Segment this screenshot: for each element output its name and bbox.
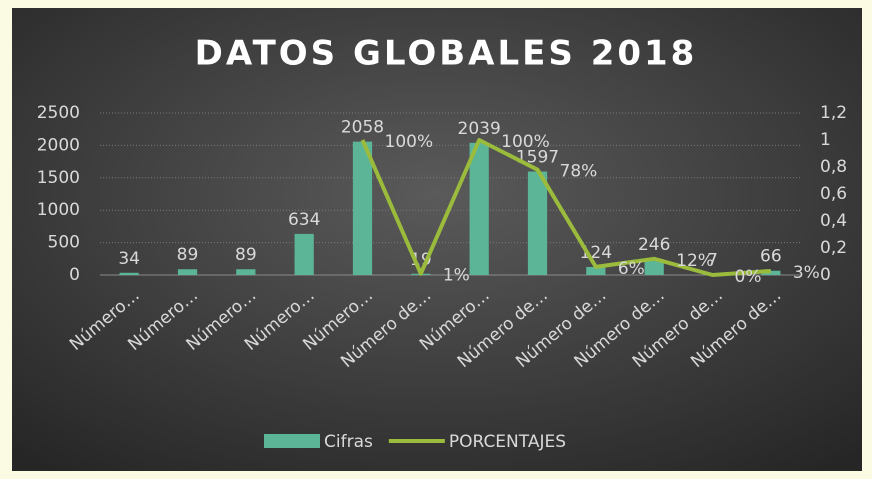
bar-value-label: 89	[235, 245, 257, 265]
legend-label: Cifras	[324, 432, 373, 452]
y-tick-label: 2000	[37, 135, 80, 155]
line-value-label: 100%	[501, 132, 550, 152]
bar-value-label: 34	[118, 249, 140, 269]
line-value-label: 1%	[443, 266, 470, 286]
bar	[236, 269, 256, 275]
bar-value-label: 2039	[458, 119, 501, 139]
bar	[119, 272, 139, 275]
bar	[469, 142, 489, 275]
bar	[527, 171, 548, 275]
line-value-label: 12%	[676, 251, 714, 271]
bar	[644, 259, 664, 275]
y-tick-label: 2500	[37, 103, 80, 123]
bar	[352, 141, 373, 275]
bar-value-label: 246	[638, 235, 670, 255]
line-value-label: 100%	[385, 132, 434, 152]
y-tick-label: 0	[69, 265, 80, 285]
y-tick-label: 1500	[37, 168, 80, 188]
line-value-label: 3%	[793, 263, 820, 283]
bar-value-label: 2058	[341, 118, 384, 138]
legend-label: PORCENTAJES	[449, 432, 566, 452]
bar-value-label: 66	[760, 247, 782, 267]
line-value-label: 78%	[560, 162, 598, 182]
bar-value-label: 634	[288, 210, 320, 230]
bar	[586, 266, 606, 275]
bar-value-label: 7	[707, 251, 718, 271]
y2-tick-label: 0,2	[820, 238, 847, 258]
y2-tick-label: 1,2	[820, 103, 847, 123]
legend-swatch	[264, 434, 320, 448]
y2-tick-label: 0,4	[820, 211, 847, 231]
bar	[177, 269, 198, 275]
bar-value-label: 124	[580, 243, 612, 263]
bar-value-label: 89	[177, 245, 199, 265]
chart-title: DATOS GLOBALES 2018	[195, 34, 698, 74]
y2-tick-label: 0	[820, 265, 831, 285]
line-value-label: 6%	[618, 259, 645, 279]
y2-tick-label: 1	[820, 130, 831, 150]
y-tick-label: 1000	[37, 200, 80, 220]
y-tick-label: 500	[48, 233, 80, 253]
line	[360, 138, 771, 277]
y2-tick-label: 0,8	[820, 157, 847, 177]
bar	[294, 233, 314, 275]
line-value-label: 0%	[735, 267, 762, 287]
y2-tick-label: 0,6	[820, 184, 847, 204]
